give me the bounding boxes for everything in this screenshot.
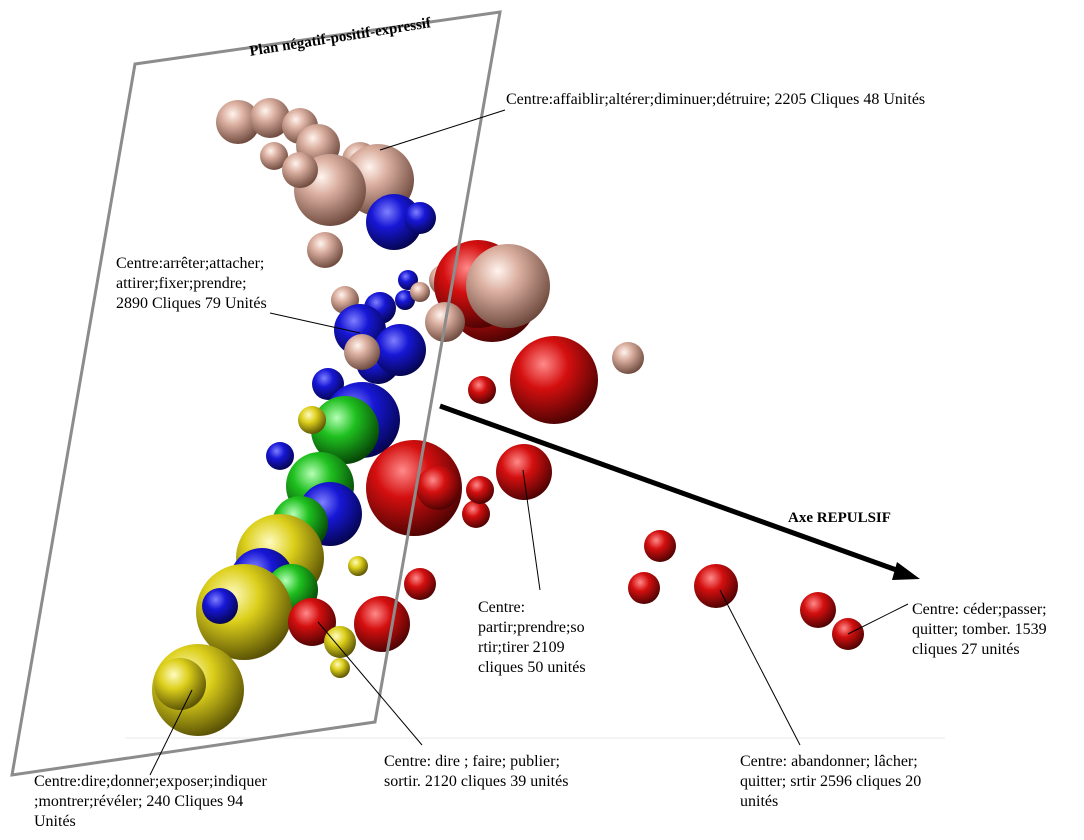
red-sphere: [510, 336, 598, 424]
yellow-sphere: [324, 626, 356, 658]
pink-sphere: [250, 98, 290, 138]
cluster-label-arreter: Centre:arrêter;attacher; attirer;fixer;p…: [116, 255, 267, 312]
pink-sphere: [410, 282, 430, 302]
pink-sphere: [307, 232, 343, 268]
red-sphere: [496, 444, 552, 500]
pink-sphere: [260, 142, 288, 170]
yellow-sphere: [330, 658, 350, 678]
cluster-label-dire-donner: Centre:dire;donner;exposer;indiquer ;mon…: [34, 773, 267, 830]
cluster-label-ceder: Centre: céder;passer; quitter; tomber. 1…: [912, 601, 1047, 658]
red-sphere: [416, 466, 460, 510]
blue-sphere: [312, 368, 344, 400]
pink-sphere: [216, 100, 260, 144]
red-sphere: [800, 592, 836, 628]
red-sphere: [288, 598, 336, 646]
pink-sphere: [466, 244, 550, 328]
leader-line-dire-donner: [149, 689, 193, 776]
red-sphere: [404, 568, 436, 600]
cluster-label-abandonner: Centre: abandonner; lâcher; quitter; srt…: [740, 753, 922, 810]
cluster-label-affaiblir: Centre:affaiblir;altérer;diminuer;détrui…: [506, 91, 926, 108]
leader-line-dire-faire: [317, 621, 423, 746]
leader-line-arreter: [269, 312, 361, 334]
blue-sphere: [404, 202, 436, 234]
red-sphere: [466, 476, 494, 504]
yellow-sphere: [154, 658, 206, 710]
pink-sphere: [282, 152, 318, 188]
red-sphere: [628, 572, 660, 604]
cluster-label-dire-faire: Centre: dire ; faire; publier; sortir. 2…: [384, 753, 569, 790]
blue-sphere: [395, 290, 415, 310]
red-sphere: [468, 376, 496, 404]
red-sphere: [354, 596, 410, 652]
yellow-sphere: [298, 406, 326, 434]
blue-sphere: [266, 442, 294, 470]
repulsive-axis-arrow: [439, 403, 920, 580]
axis-title: Axe REPULSIF: [788, 510, 891, 526]
red-sphere: [462, 500, 490, 528]
blue-sphere: [202, 588, 238, 624]
leader-line-ceder: [847, 603, 909, 635]
pink-sphere: [344, 334, 380, 370]
leader-line-abandonner: [719, 589, 801, 746]
leader-line-partir: [522, 469, 541, 591]
yellow-sphere: [348, 556, 368, 576]
plane-frame: [10, 10, 502, 777]
leader-lines: [149, 109, 909, 776]
green-sphere: [311, 396, 379, 464]
cluster-label-partir: Centre: partir;prendre;so rtir;tirer 210…: [478, 599, 586, 676]
pink-sphere: [612, 342, 644, 374]
red-sphere: [694, 564, 738, 608]
spheres-group: [152, 98, 864, 736]
red-sphere: [366, 440, 462, 536]
red-sphere: [644, 530, 676, 562]
leader-line-affaiblir: [379, 109, 506, 151]
blue-sphere: [374, 324, 426, 376]
